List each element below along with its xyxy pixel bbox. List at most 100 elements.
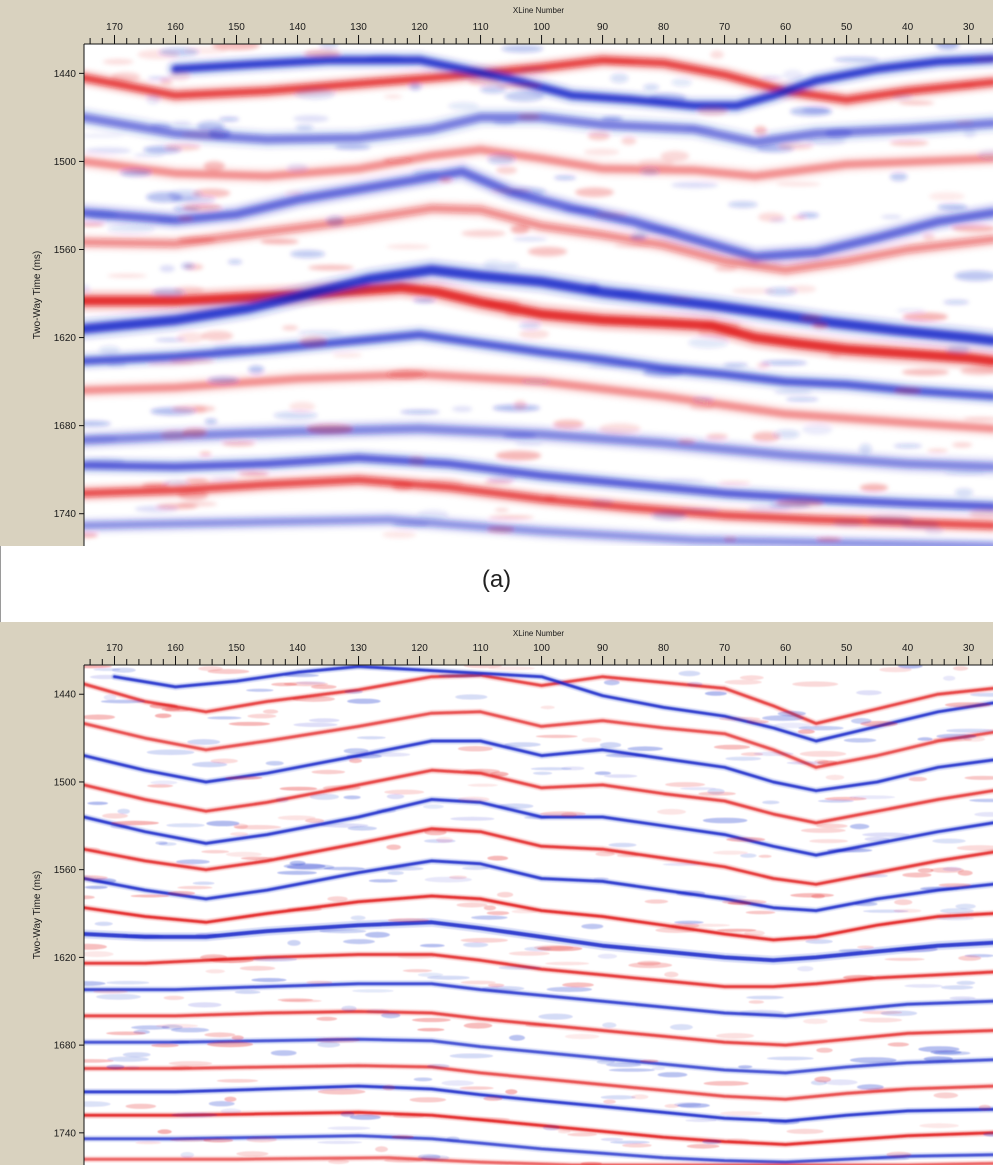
texture-blob: [391, 1135, 415, 1139]
texture-blob: [938, 883, 971, 887]
texture-blob: [884, 957, 925, 961]
texture-blob: [518, 113, 541, 120]
texture-blob: [334, 144, 371, 150]
texture-blob: [768, 1119, 800, 1125]
texture-blob: [718, 716, 761, 721]
texture-blob: [518, 68, 548, 72]
texture-blob: [621, 136, 637, 145]
texture-blob: [533, 944, 574, 951]
texture-blob: [775, 182, 821, 187]
texture-blob: [365, 931, 390, 938]
texture-blob: [111, 820, 159, 826]
texture-blob: [703, 1081, 749, 1086]
texture-blob: [149, 703, 178, 709]
texture-blob: [889, 139, 929, 147]
texture-blob: [969, 798, 993, 803]
texture-blob: [135, 1141, 162, 1145]
horizon-4: [84, 768, 993, 825]
texture-blob: [417, 972, 444, 977]
texture-blob: [657, 808, 686, 815]
texture-blob: [785, 397, 819, 402]
texture-blob: [297, 330, 343, 336]
texture-blob: [859, 874, 888, 878]
texture-blob: [204, 1032, 236, 1038]
texture-blob: [219, 117, 240, 122]
texture-blob: [683, 923, 731, 927]
texture-blob: [787, 285, 817, 293]
horizon-0: [84, 673, 993, 725]
x-tick-label: 130: [350, 22, 367, 33]
texture-blob: [207, 1041, 254, 1048]
texture-blob: [894, 899, 913, 906]
texture-blob: [239, 965, 276, 971]
texture-blob: [644, 899, 669, 904]
texture-blob: [450, 816, 495, 821]
texture-blob: [343, 748, 369, 754]
texture-blob: [155, 1023, 199, 1028]
texture-blob: [857, 1084, 884, 1090]
texture-blob: [798, 725, 844, 731]
texture-blob: [630, 233, 648, 240]
texture-blob: [423, 804, 444, 809]
texture-blob: [496, 166, 518, 175]
texture-blob: [893, 908, 922, 913]
texture-blob: [558, 1129, 571, 1134]
texture-blob: [427, 975, 470, 980]
texture-blob: [185, 478, 208, 482]
texture-blob: [504, 308, 521, 318]
texture-blob: [849, 1057, 897, 1063]
texture-blob: [488, 666, 535, 671]
texture-blob: [935, 44, 960, 50]
texture-blob: [110, 824, 131, 829]
texture-blob: [712, 850, 749, 855]
texture-blob: [89, 674, 121, 680]
texture-blob: [638, 158, 675, 168]
texture-blob: [387, 871, 404, 875]
horizon-8: [84, 894, 993, 942]
texture-blob: [438, 673, 483, 678]
horizon-0: [84, 56, 993, 104]
texture-blob: [295, 681, 326, 685]
texture-blob: [944, 702, 992, 708]
texture-blob: [917, 868, 934, 873]
texture-blob: [901, 368, 950, 376]
texture-blob: [937, 203, 968, 211]
texture-blob: [228, 721, 271, 726]
texture-blob: [893, 443, 923, 449]
texture-blob: [599, 742, 622, 748]
texture-blob: [601, 116, 623, 121]
texture-blob: [392, 1114, 425, 1119]
texture-blob: [176, 859, 210, 865]
texture-blob: [843, 738, 877, 743]
horizon-14: [84, 1064, 993, 1101]
texture-blob: [508, 951, 550, 956]
texture-blob: [192, 881, 215, 885]
texture-blob: [289, 401, 316, 412]
texture-blob: [960, 366, 993, 376]
texture-blob: [746, 719, 769, 724]
texture-blob: [683, 125, 715, 132]
texture-blob: [881, 215, 902, 219]
texture-blob: [311, 769, 346, 775]
texture-blob: [894, 387, 921, 394]
texture-blob: [854, 901, 878, 907]
texture-blob: [494, 508, 510, 512]
texture-blob: [596, 60, 638, 64]
texture-blob: [117, 808, 130, 815]
texture-blob: [386, 793, 405, 800]
texture-blob: [595, 851, 615, 857]
texture-blob: [181, 262, 195, 270]
texture-blob: [594, 771, 611, 775]
x-tick-label: 50: [841, 22, 853, 33]
texture-blob: [540, 705, 555, 710]
texture-blob: [178, 216, 194, 221]
texture-blob: [292, 696, 335, 702]
texture-blob: [800, 314, 822, 322]
texture-blob: [100, 699, 146, 704]
texture-blob: [777, 710, 806, 717]
horizon-18: [84, 1156, 993, 1165]
texture-blob: [818, 799, 854, 803]
texture-blob: [383, 94, 403, 99]
texture-blob: [535, 734, 578, 738]
texture-blob: [368, 879, 398, 883]
